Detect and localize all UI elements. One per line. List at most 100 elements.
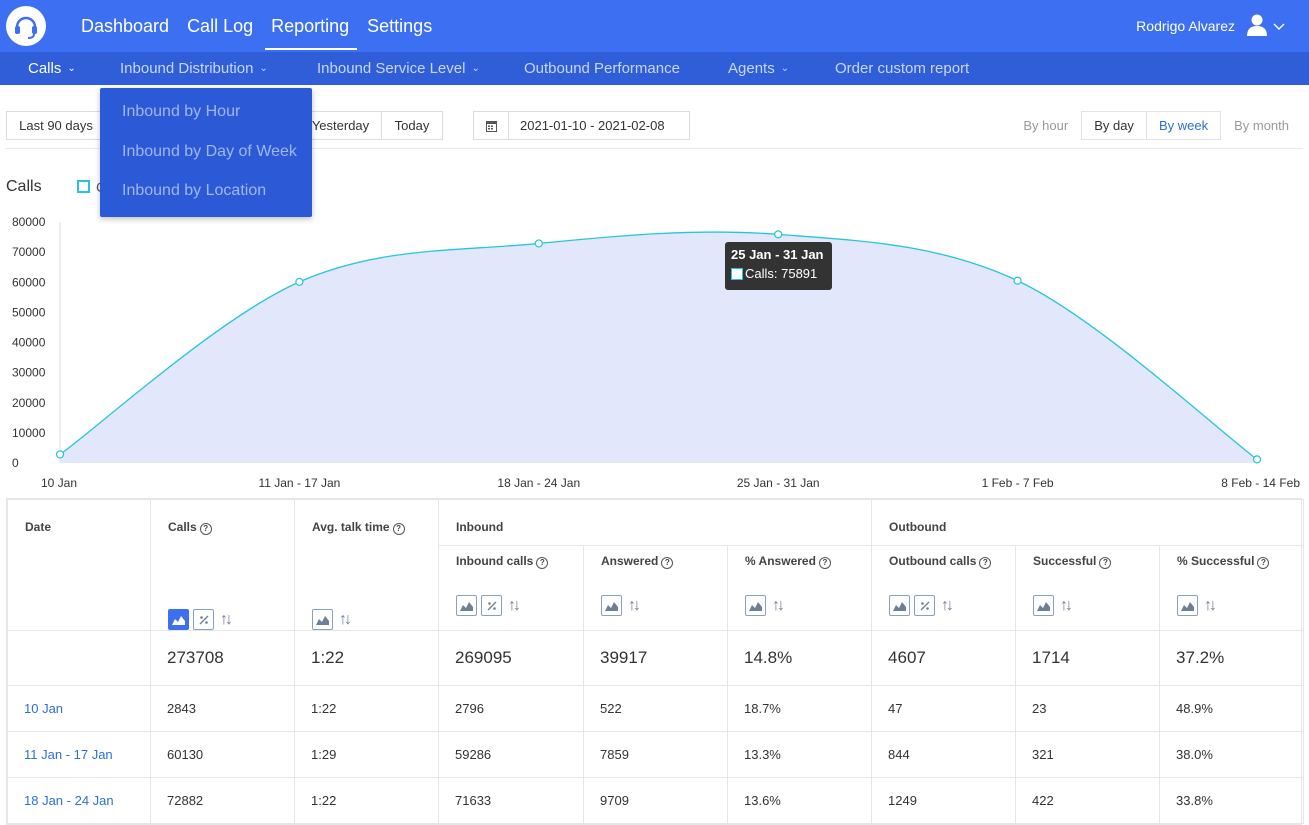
table-cell: 72882	[150, 777, 295, 824]
nav-call-log[interactable]: Call Log	[187, 16, 254, 36]
date-range-picker[interactable]: 2021-01-10 - 2021-02-08	[473, 111, 690, 140]
chart-toggle-icon[interactable]	[1177, 595, 1199, 617]
table-cell: 1:29	[294, 731, 439, 778]
sort-icon[interactable]: ↑↓	[508, 596, 521, 614]
data-point[interactable]	[55, 450, 65, 459]
data-point[interactable]	[774, 230, 783, 239]
main-nav: Dashboard Call Log Reporting Settings	[81, 0, 450, 52]
sort-icon[interactable]: ↑↓	[339, 610, 352, 628]
subnav-calls[interactable]: Calls ⌄	[28, 52, 76, 85]
data-point[interactable]	[534, 239, 543, 248]
help-icon[interactable]: ?	[1257, 557, 1270, 570]
legend-swatch[interactable]	[77, 180, 90, 193]
calendar-icon	[474, 112, 509, 139]
data-point[interactable]	[295, 277, 304, 286]
help-icon[interactable]: ?	[199, 523, 212, 535]
chart-toggle-icon[interactable]	[312, 609, 333, 630]
header-outbound-calls[interactable]: Outbound calls? ↑↓	[871, 545, 1017, 631]
nav-dashboard[interactable]: Dashboard	[81, 16, 170, 36]
y-tick-label: 10000	[12, 426, 46, 440]
subnav-inbound-distribution-label: Inbound Distribution	[120, 60, 254, 77]
percent-toggle-icon[interactable]	[193, 609, 214, 630]
header-date[interactable]: Date	[7, 499, 151, 631]
help-icon[interactable]: ?	[661, 557, 674, 570]
user-avatar-icon	[1247, 14, 1267, 39]
sort-icon[interactable]: ↑↓	[1204, 596, 1217, 614]
dropdown-item-inbound-by-hour[interactable]: Inbound by Hour	[122, 103, 241, 120]
header-avg-talk-time[interactable]: Avg. talk time? ↑↓	[294, 499, 439, 631]
dropdown-item-inbound-by-location[interactable]: Inbound by Location	[122, 182, 267, 199]
yesterday-button[interactable]: Yesterday	[298, 111, 382, 140]
totals-row: 273708 1:22 269095 39917 14.8% 4607 1714…	[7, 630, 1305, 686]
table-cell: 2843	[150, 685, 295, 732]
chart-toggle-icon[interactable]	[889, 595, 911, 617]
chart-toggle-icon[interactable]	[456, 595, 477, 617]
by-day-button[interactable]: By day	[1081, 111, 1147, 140]
chevron-down-icon: ⌄	[259, 63, 268, 74]
row-date-link[interactable]: 10 Jan	[7, 685, 151, 732]
subnav-agents-label: Agents	[728, 60, 775, 77]
table-cell: 7859	[583, 731, 728, 778]
sort-icon[interactable]: ↑↓	[220, 610, 233, 628]
calls-table: Date Calls? ↑↓ Avg. talk time? ↑↓ Inboun…	[6, 498, 1305, 825]
row-date-link[interactable]: 11 Jan - 17 Jan	[7, 731, 151, 778]
sort-icon[interactable]: ↑↓	[772, 596, 785, 614]
nav-settings[interactable]: Settings	[367, 16, 433, 36]
total-cell	[7, 630, 151, 686]
header-inbound-calls[interactable]: Inbound calls? ↑↓	[438, 545, 584, 631]
by-month-button[interactable]: By month	[1234, 118, 1289, 133]
header-answered[interactable]: Answered? ↑↓	[583, 545, 728, 631]
chart-title: Calls	[6, 178, 42, 195]
sort-icon[interactable]: ↑↓	[628, 596, 641, 614]
header-pct-successful[interactable]: % Successful? ↑↓	[1159, 545, 1305, 631]
header-pct-answered[interactable]: % Answered? ↑↓	[726, 545, 873, 631]
dropdown-item-inbound-by-day-of-week[interactable]: Inbound by Day of Week	[122, 142, 297, 160]
help-icon[interactable]: ?	[536, 557, 549, 570]
chart-toggle-icon[interactable]	[168, 609, 189, 630]
chart-toggle-icon[interactable]	[745, 595, 766, 617]
sort-icon[interactable]: ↑↓	[941, 596, 954, 614]
help-icon[interactable]: ?	[1099, 557, 1112, 570]
subnav-inbound-service-level[interactable]: Inbound Service Level ⌄	[317, 52, 480, 85]
total-cell: 1:22	[294, 630, 439, 686]
top-bar: Dashboard Call Log Reporting Settings Ro…	[0, 0, 1309, 52]
table-cell: 321	[1015, 731, 1161, 778]
user-menu[interactable]: Rodrigo Alvarez	[1136, 0, 1285, 52]
today-button[interactable]: Today	[381, 111, 443, 140]
total-cell: 14.8%	[726, 630, 873, 686]
subnav-order-custom-report[interactable]: Order custom report	[835, 60, 970, 77]
table-cell: 38.0%	[1159, 731, 1305, 778]
subnav-inbound-distribution[interactable]: Inbound Distribution ⌄	[120, 52, 268, 85]
table-cell: 33.8%	[1159, 777, 1305, 824]
data-point[interactable]	[1252, 455, 1262, 464]
subnav-outbound-performance[interactable]: Outbound Performance	[524, 60, 680, 77]
percent-toggle-icon[interactable]	[481, 595, 502, 617]
sort-icon[interactable]: ↑↓	[1060, 596, 1073, 614]
table-cell: 13.6%	[726, 777, 873, 824]
chart-toggle-icon[interactable]	[601, 595, 622, 617]
help-icon[interactable]: ?	[818, 557, 831, 570]
header-outbound: Outbound	[871, 498, 1305, 547]
table-row: 18 Jan - 24 Jan 72882 1:22 71633 9709 13…	[7, 777, 1305, 824]
table-cell: 13.3%	[726, 731, 873, 778]
header-avg-talk-label: Avg. talk time	[312, 520, 390, 534]
by-week-button[interactable]: By week	[1146, 111, 1222, 140]
subnav-agents[interactable]: Agents ⌄	[728, 52, 789, 85]
help-icon[interactable]: ?	[392, 523, 405, 535]
tooltip-title: 25 Jan - 31 Jan	[731, 247, 824, 262]
by-hour-button[interactable]: By hour	[1023, 118, 1069, 133]
x-tick-label: 1 Feb - 7 Feb	[982, 476, 1054, 490]
header-calls[interactable]: Calls? ↑↓	[150, 499, 295, 631]
last-90-days-button[interactable]: Last 90 days	[6, 111, 106, 140]
chevron-down-icon: ⌄	[780, 63, 790, 74]
percent-toggle-icon[interactable]	[914, 595, 936, 617]
header-successful[interactable]: Successful? ↑↓	[1015, 545, 1161, 631]
chart-toggle-icon[interactable]	[1033, 595, 1055, 617]
row-date-link[interactable]: 18 Jan - 24 Jan	[7, 777, 151, 824]
data-point[interactable]	[1013, 276, 1022, 285]
nav-reporting[interactable]: Reporting	[265, 0, 358, 52]
headset-logo-icon[interactable]	[6, 6, 46, 46]
inbound-distribution-dropdown: Inbound by Hour Inbound by Day of Week I…	[100, 88, 312, 217]
help-icon[interactable]: ?	[979, 557, 992, 570]
sub-nav: Calls ⌄ Inbound Distribution ⌄ Inbound Ser…	[0, 52, 1309, 85]
